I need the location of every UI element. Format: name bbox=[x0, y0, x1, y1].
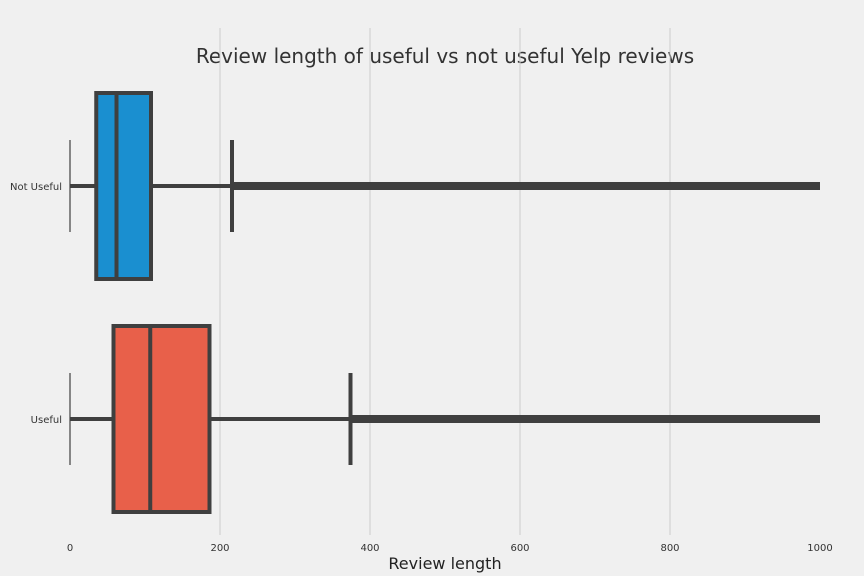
box bbox=[111, 324, 212, 514]
box-group-not-useful bbox=[69, 91, 820, 281]
y-tick-label: Not Useful bbox=[10, 182, 62, 193]
x-tick-labels: 0 200 400 600 800 1000 bbox=[67, 543, 833, 554]
x-tick-label: 800 bbox=[660, 543, 679, 554]
boxes-layer bbox=[69, 91, 820, 514]
chart-title: Review length of useful vs not useful Ye… bbox=[196, 44, 694, 68]
box bbox=[94, 91, 153, 281]
x-tick-label: 1000 bbox=[807, 543, 832, 554]
y-tick-labels: Not Useful Useful bbox=[10, 182, 62, 426]
grid-lines bbox=[219, 28, 671, 535]
outliers bbox=[350, 415, 820, 423]
x-tick-label: 400 bbox=[360, 543, 379, 554]
x-tick-label: 200 bbox=[210, 543, 229, 554]
y-tick-label: Useful bbox=[31, 415, 62, 426]
x-tick-label: 600 bbox=[510, 543, 529, 554]
outliers bbox=[232, 182, 820, 190]
x-tick-label: 0 bbox=[67, 543, 73, 554]
box-group-useful bbox=[69, 324, 820, 514]
x-axis-label: Review length bbox=[388, 554, 501, 573]
